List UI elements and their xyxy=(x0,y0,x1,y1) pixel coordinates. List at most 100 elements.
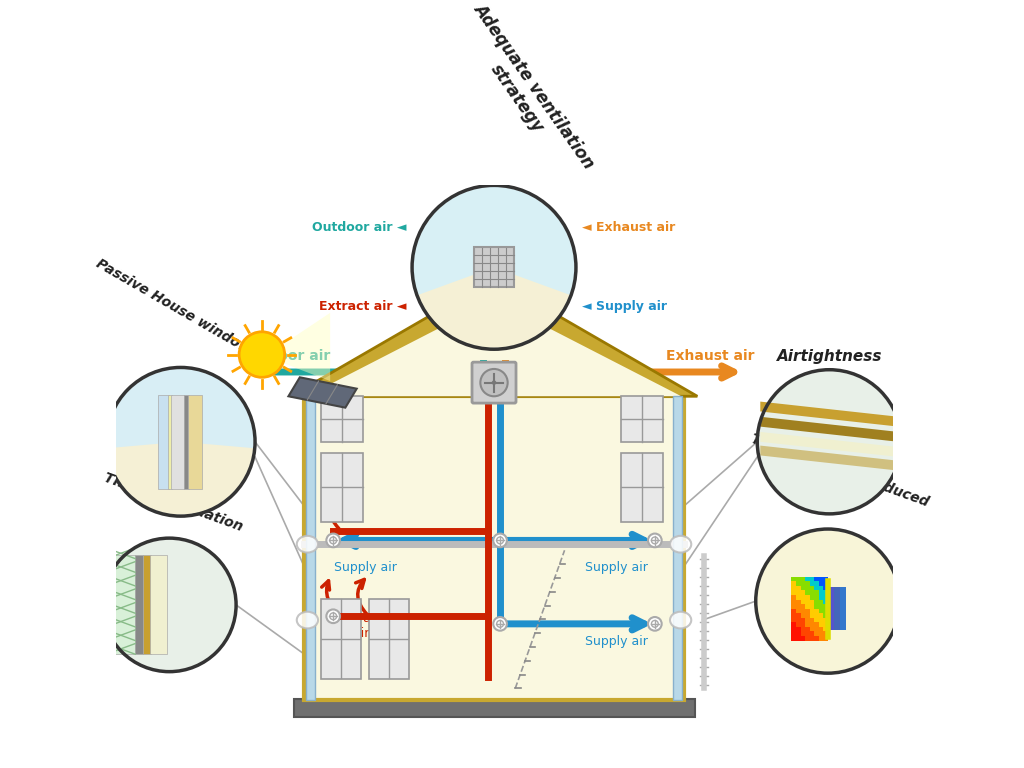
Polygon shape xyxy=(760,402,898,426)
Bar xyxy=(796,622,801,627)
Bar xyxy=(814,586,819,591)
Bar xyxy=(814,600,819,604)
Bar xyxy=(796,613,801,617)
Circle shape xyxy=(327,534,340,548)
Bar xyxy=(801,627,805,631)
Circle shape xyxy=(108,369,254,515)
FancyBboxPatch shape xyxy=(294,700,694,717)
Bar xyxy=(814,622,819,627)
FancyBboxPatch shape xyxy=(622,453,664,521)
Bar xyxy=(819,591,823,595)
Bar xyxy=(819,613,823,617)
FancyBboxPatch shape xyxy=(106,555,135,654)
Bar xyxy=(823,627,827,631)
Bar xyxy=(801,617,805,622)
Bar xyxy=(801,631,805,636)
Bar xyxy=(796,617,801,622)
FancyBboxPatch shape xyxy=(135,555,143,654)
FancyBboxPatch shape xyxy=(369,598,409,679)
Bar xyxy=(792,600,796,604)
FancyBboxPatch shape xyxy=(305,396,315,700)
Bar xyxy=(792,622,796,627)
Text: Supply air: Supply air xyxy=(586,635,648,648)
Bar xyxy=(805,627,810,631)
Bar xyxy=(805,604,810,609)
Bar xyxy=(823,591,827,595)
Bar xyxy=(810,600,814,604)
Bar xyxy=(819,636,823,641)
Bar xyxy=(810,631,814,636)
Circle shape xyxy=(327,610,340,623)
Bar xyxy=(810,609,814,613)
Bar xyxy=(792,613,796,617)
Bar xyxy=(819,581,823,586)
Bar xyxy=(792,604,796,609)
Bar xyxy=(819,627,823,631)
Text: Thermal insulation: Thermal insulation xyxy=(101,470,245,534)
FancyBboxPatch shape xyxy=(321,396,362,442)
Bar xyxy=(801,581,805,586)
FancyBboxPatch shape xyxy=(158,395,169,489)
Bar xyxy=(810,604,814,609)
Text: Exhaust air: Exhaust air xyxy=(666,349,755,363)
FancyBboxPatch shape xyxy=(622,396,664,442)
Bar xyxy=(796,586,801,591)
Bar xyxy=(814,631,819,636)
Bar xyxy=(792,631,796,636)
Bar xyxy=(810,581,814,586)
Bar xyxy=(814,609,819,613)
Bar xyxy=(819,604,823,609)
Circle shape xyxy=(414,187,574,348)
Polygon shape xyxy=(289,377,356,408)
FancyBboxPatch shape xyxy=(183,395,188,489)
Polygon shape xyxy=(760,432,898,457)
Bar xyxy=(805,609,810,613)
Circle shape xyxy=(759,371,900,512)
Bar xyxy=(823,622,827,627)
Bar xyxy=(810,627,814,631)
Bar xyxy=(810,622,814,627)
Text: Extract
air: Extract air xyxy=(339,613,384,641)
Polygon shape xyxy=(291,279,697,396)
Bar xyxy=(796,627,801,631)
Bar xyxy=(823,636,827,641)
Circle shape xyxy=(104,540,234,670)
Bar xyxy=(801,636,805,641)
Bar xyxy=(796,577,801,581)
Bar xyxy=(814,627,819,631)
Bar xyxy=(801,586,805,591)
Text: Supply air: Supply air xyxy=(586,561,648,574)
Bar xyxy=(805,617,810,622)
Bar xyxy=(796,600,801,604)
Bar xyxy=(840,588,846,630)
Bar xyxy=(814,636,819,641)
Text: Airtightness: Airtightness xyxy=(776,349,882,364)
Bar xyxy=(814,604,819,609)
Text: Passive House windows: Passive House windows xyxy=(93,257,260,362)
Bar xyxy=(792,591,796,595)
Bar xyxy=(823,617,827,622)
Bar xyxy=(796,631,801,636)
Polygon shape xyxy=(760,445,898,471)
Wedge shape xyxy=(419,267,569,348)
Polygon shape xyxy=(285,313,330,381)
Bar xyxy=(792,609,796,613)
Bar xyxy=(823,581,827,586)
Bar xyxy=(814,617,819,622)
Bar xyxy=(792,586,796,591)
Bar xyxy=(814,613,819,617)
Bar xyxy=(792,581,796,586)
Polygon shape xyxy=(306,300,681,396)
FancyBboxPatch shape xyxy=(472,362,516,403)
Bar xyxy=(823,595,827,600)
Circle shape xyxy=(758,531,898,672)
FancyBboxPatch shape xyxy=(171,395,184,489)
Circle shape xyxy=(480,369,508,396)
Bar xyxy=(796,595,801,600)
Text: Supply air: Supply air xyxy=(334,561,396,574)
Bar xyxy=(805,622,810,627)
Bar xyxy=(796,636,801,641)
FancyBboxPatch shape xyxy=(188,395,202,489)
Bar xyxy=(796,609,801,613)
FancyBboxPatch shape xyxy=(321,453,362,521)
